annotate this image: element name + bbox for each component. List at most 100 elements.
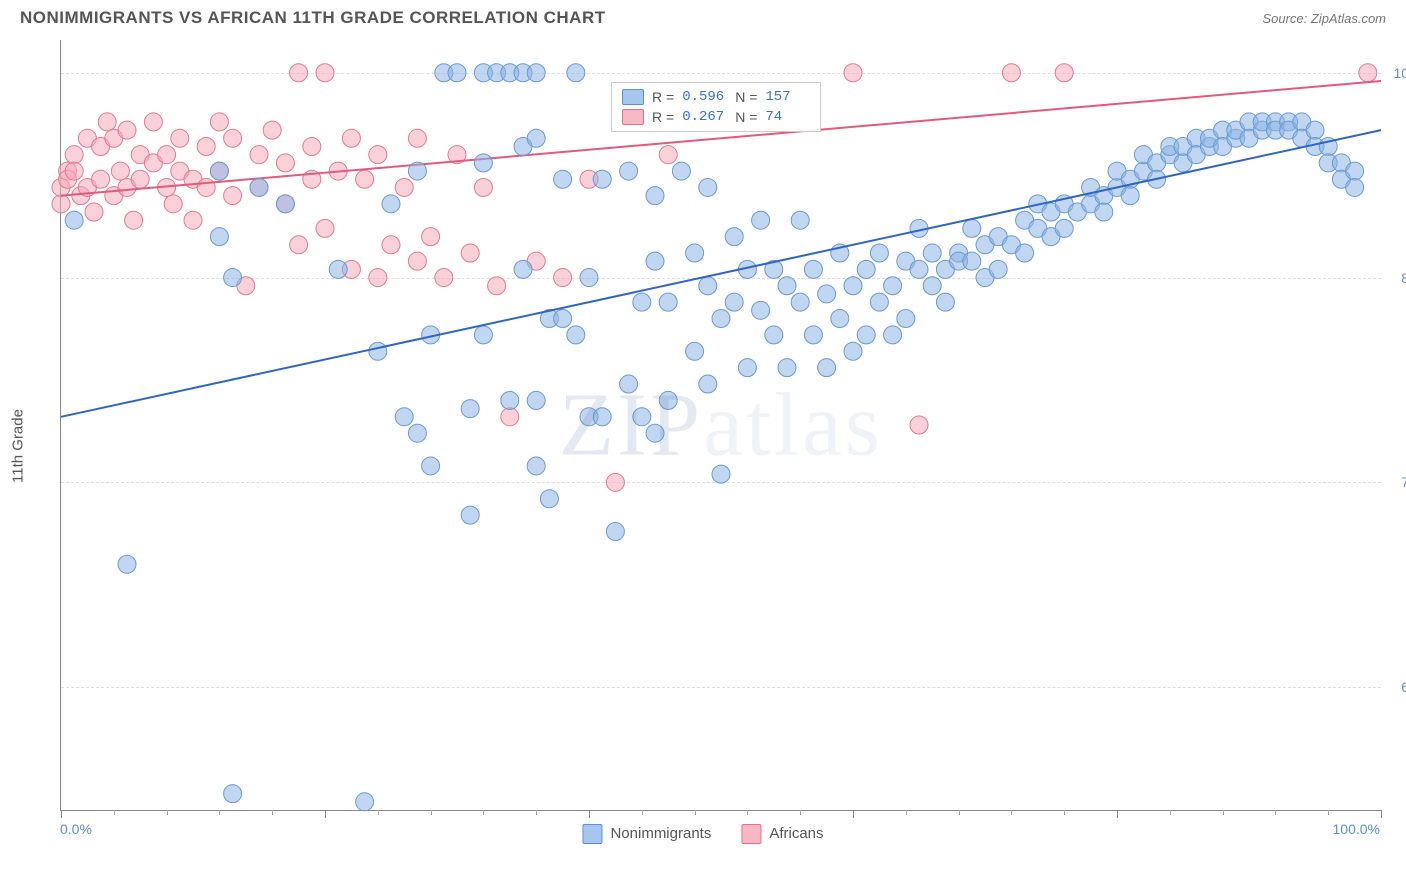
x-tick-minor	[431, 810, 432, 815]
nonimmigrants-point	[593, 408, 611, 426]
africans-point	[1002, 64, 1020, 82]
x-tick-minor	[747, 810, 748, 815]
nonimmigrants-point	[65, 211, 83, 229]
nonimmigrants-point	[382, 195, 400, 213]
nonimmigrants-point	[646, 424, 664, 442]
nonimmigrants-point	[857, 260, 875, 278]
nonimmigrants-point	[527, 457, 545, 475]
africans-point	[408, 129, 426, 147]
legend-swatch	[741, 824, 761, 844]
africans-point	[910, 416, 928, 434]
x-tick	[853, 810, 854, 818]
nonimmigrants-point	[474, 154, 492, 172]
legend-label: Nonimmigrants	[610, 825, 711, 842]
nonimmigrants-point	[884, 326, 902, 344]
africans-point	[1055, 64, 1073, 82]
africans-point	[316, 64, 334, 82]
africans-point	[435, 269, 453, 287]
africans-point	[606, 473, 624, 491]
nonimmigrants-point	[514, 260, 532, 278]
nonimmigrants-point	[395, 408, 413, 426]
x-tick-minor	[1275, 810, 1276, 815]
x-tick	[589, 810, 590, 818]
nonimmigrants-point	[408, 424, 426, 442]
nonimmigrants-point	[699, 277, 717, 295]
africans-point	[488, 277, 506, 295]
nonimmigrants-point	[672, 162, 690, 180]
africans-point	[197, 178, 215, 196]
x-tick-minor	[167, 810, 168, 815]
x-tick-minor	[272, 810, 273, 815]
africans-point	[164, 195, 182, 213]
chart-title: NONIMMIGRANTS VS AFRICAN 11TH GRADE CORR…	[20, 8, 606, 28]
africans-point	[382, 236, 400, 254]
nonimmigrants-point	[210, 228, 228, 246]
legend-item: Nonimmigrants	[582, 824, 711, 844]
correlation-legend: R =0.596N =157R =0.267N =74	[611, 82, 821, 132]
nonimmigrants-point	[474, 326, 492, 344]
nonimmigrants-point	[554, 310, 572, 328]
nonimmigrants-point	[831, 310, 849, 328]
nonimmigrants-point	[527, 64, 545, 82]
nonimmigrants-point	[329, 260, 347, 278]
africans-point	[422, 228, 440, 246]
nonimmigrants-point	[712, 310, 730, 328]
nonimmigrants-point	[567, 64, 585, 82]
nonimmigrants-point	[804, 326, 822, 344]
nonimmigrants-point	[791, 293, 809, 311]
nonimmigrants-point	[633, 293, 651, 311]
nonimmigrants-point	[936, 293, 954, 311]
nonimmigrants-point	[580, 269, 598, 287]
nonimmigrants-point	[646, 252, 664, 270]
nonimmigrants-point	[527, 391, 545, 409]
nonimmigrants-point	[606, 522, 624, 540]
nonimmigrants-point	[620, 375, 638, 393]
africans-point	[554, 269, 572, 287]
y-axis-title: 11th Grade	[10, 409, 27, 483]
africans-point	[501, 408, 519, 426]
nonimmigrants-point	[408, 162, 426, 180]
nonimmigrants-point	[633, 408, 651, 426]
nonimmigrants-point	[765, 326, 783, 344]
africans-point	[342, 129, 360, 147]
africans-point	[1359, 64, 1377, 82]
nonimmigrants-point	[897, 310, 915, 328]
x-tick-minor	[1170, 810, 1171, 815]
nonimmigrants-point	[1055, 219, 1073, 237]
legend-swatch	[622, 89, 644, 105]
x-tick-minor	[536, 810, 537, 815]
africans-point	[197, 137, 215, 155]
chart-plot-area: 62.5%75.0%87.5%100.0% ZIPatlas R =0.596N…	[60, 40, 1381, 811]
africans-point	[474, 178, 492, 196]
nonimmigrants-point	[224, 785, 242, 803]
nonimmigrants-point	[910, 260, 928, 278]
nonimmigrants-point	[501, 391, 519, 409]
africans-point	[144, 113, 162, 131]
nonimmigrants-point	[699, 375, 717, 393]
nonimmigrants-point	[1306, 121, 1324, 139]
nonimmigrants-point	[752, 301, 770, 319]
x-tick-minor	[800, 810, 801, 815]
y-tick-label: 100.0%	[1386, 65, 1406, 81]
x-tick-minor	[1011, 810, 1012, 815]
nonimmigrants-point	[818, 359, 836, 377]
nonimmigrants-point	[923, 244, 941, 262]
nonimmigrants-point	[276, 195, 294, 213]
nonimmigrants-point	[923, 277, 941, 295]
nonimmigrants-point	[659, 391, 677, 409]
africans-point	[844, 64, 862, 82]
x-tick-minor	[378, 810, 379, 815]
africans-point	[263, 121, 281, 139]
africans-point	[65, 146, 83, 164]
nonimmigrants-point	[989, 260, 1007, 278]
legend-swatch	[622, 109, 644, 125]
africans-point	[85, 203, 103, 221]
nonimmigrants-point	[686, 342, 704, 360]
africans-point	[65, 162, 83, 180]
africans-point	[461, 244, 479, 262]
nonimmigrants-point	[646, 187, 664, 205]
africans-point	[158, 146, 176, 164]
nonimmigrants-point	[1346, 162, 1364, 180]
africans-point	[131, 170, 149, 188]
africans-point	[210, 113, 228, 131]
